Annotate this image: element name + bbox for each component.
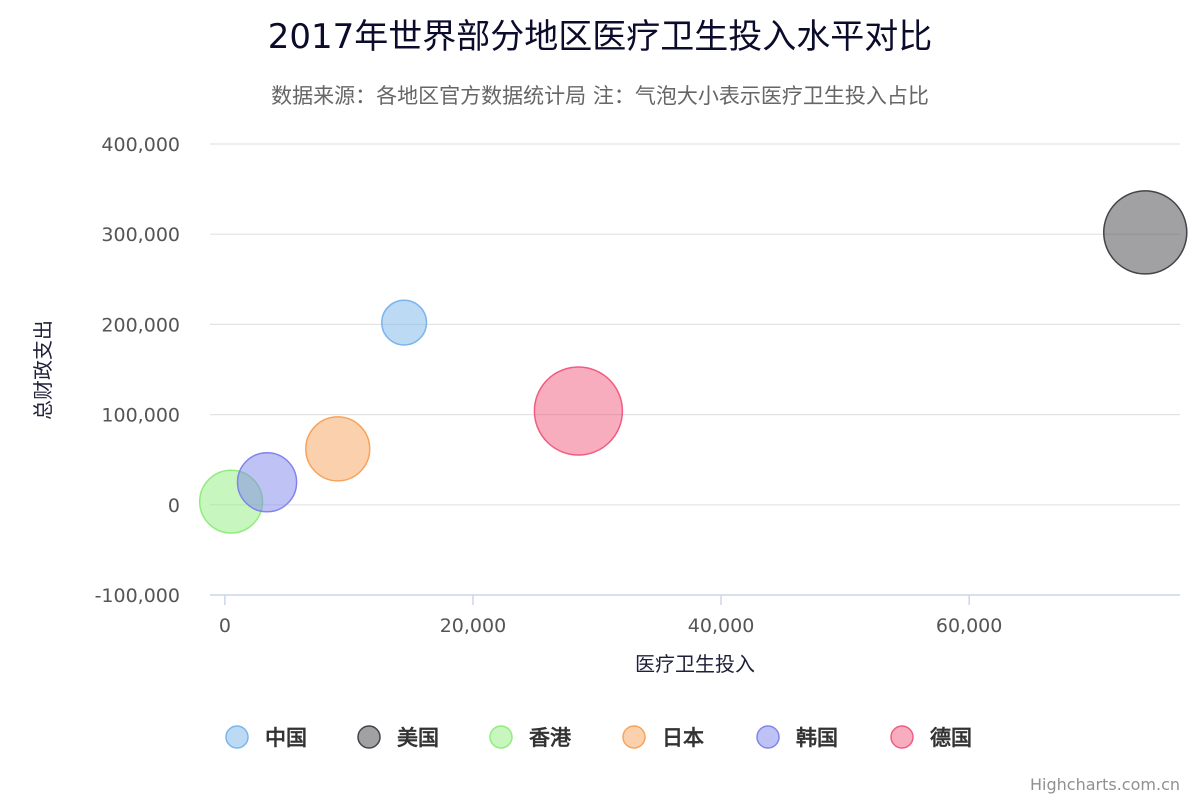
- y-axis-ticks: -100,000 0 100,000 200,000 300,000 400,000: [95, 134, 180, 607]
- y-tick-label: 0: [168, 495, 180, 517]
- x-tick-label: 0: [219, 615, 231, 637]
- legend-item[interactable]: 中国: [225, 725, 307, 750]
- legend-label: 日本: [662, 726, 704, 750]
- legend-symbol: [225, 725, 249, 749]
- y-tick-label: 200,000: [101, 314, 180, 336]
- y-tick-label: 300,000: [101, 224, 180, 246]
- y-tick-label: 100,000: [101, 405, 180, 427]
- x-tick-label: 40,000: [688, 615, 754, 637]
- legend-item[interactable]: 韩国: [756, 725, 838, 750]
- bubble-point[interactable]: [305, 416, 371, 482]
- grid-lines: [210, 143, 1180, 506]
- legend-symbol: [890, 725, 914, 749]
- legend-symbol: [357, 725, 381, 749]
- x-axis-title: 医疗卫生投入: [635, 652, 755, 676]
- legend-label: 德国: [930, 726, 972, 750]
- x-axis-ticks: 0 20,000 40,000 60,000: [219, 615, 1003, 637]
- legend-item[interactable]: 美国: [357, 725, 439, 750]
- bubble-point[interactable]: [533, 366, 624, 456]
- chart-title: 2017年世界部分地区医疗卫生投入水平对比: [268, 17, 933, 57]
- legend-label: 中国: [265, 726, 307, 750]
- legend: 中国 美国 香港 日本 韩国 德国: [225, 725, 972, 750]
- bubble-series: [198, 190, 1188, 534]
- legend-label: 美国: [397, 726, 439, 750]
- x-tick-label: 20,000: [440, 615, 506, 637]
- chart-subtitle: 数据来源：各地区官方数据统计局 注：气泡大小表示医疗卫生投入占比: [271, 84, 929, 108]
- legend-symbol: [622, 725, 646, 749]
- bubble-point[interactable]: [236, 451, 298, 513]
- x-axis: [210, 594, 1180, 605]
- legend-item[interactable]: 德国: [890, 725, 972, 750]
- y-tick-label: -100,000: [95, 585, 180, 607]
- legend-symbol: [489, 725, 513, 749]
- legend-label: 韩国: [796, 726, 838, 750]
- legend-label: 香港: [529, 726, 572, 750]
- y-axis-title: 总财政支出: [31, 320, 55, 420]
- legend-symbol: [756, 725, 780, 749]
- bubble-point[interactable]: [1102, 190, 1188, 275]
- legend-item[interactable]: 香港: [489, 725, 572, 750]
- x-tick-label: 60,000: [936, 615, 1002, 637]
- y-tick-label: 400,000: [101, 134, 180, 156]
- credits-link[interactable]: Highcharts.com.cn: [1030, 775, 1180, 794]
- legend-item[interactable]: 日本: [622, 725, 704, 750]
- bubble-point[interactable]: [381, 299, 428, 346]
